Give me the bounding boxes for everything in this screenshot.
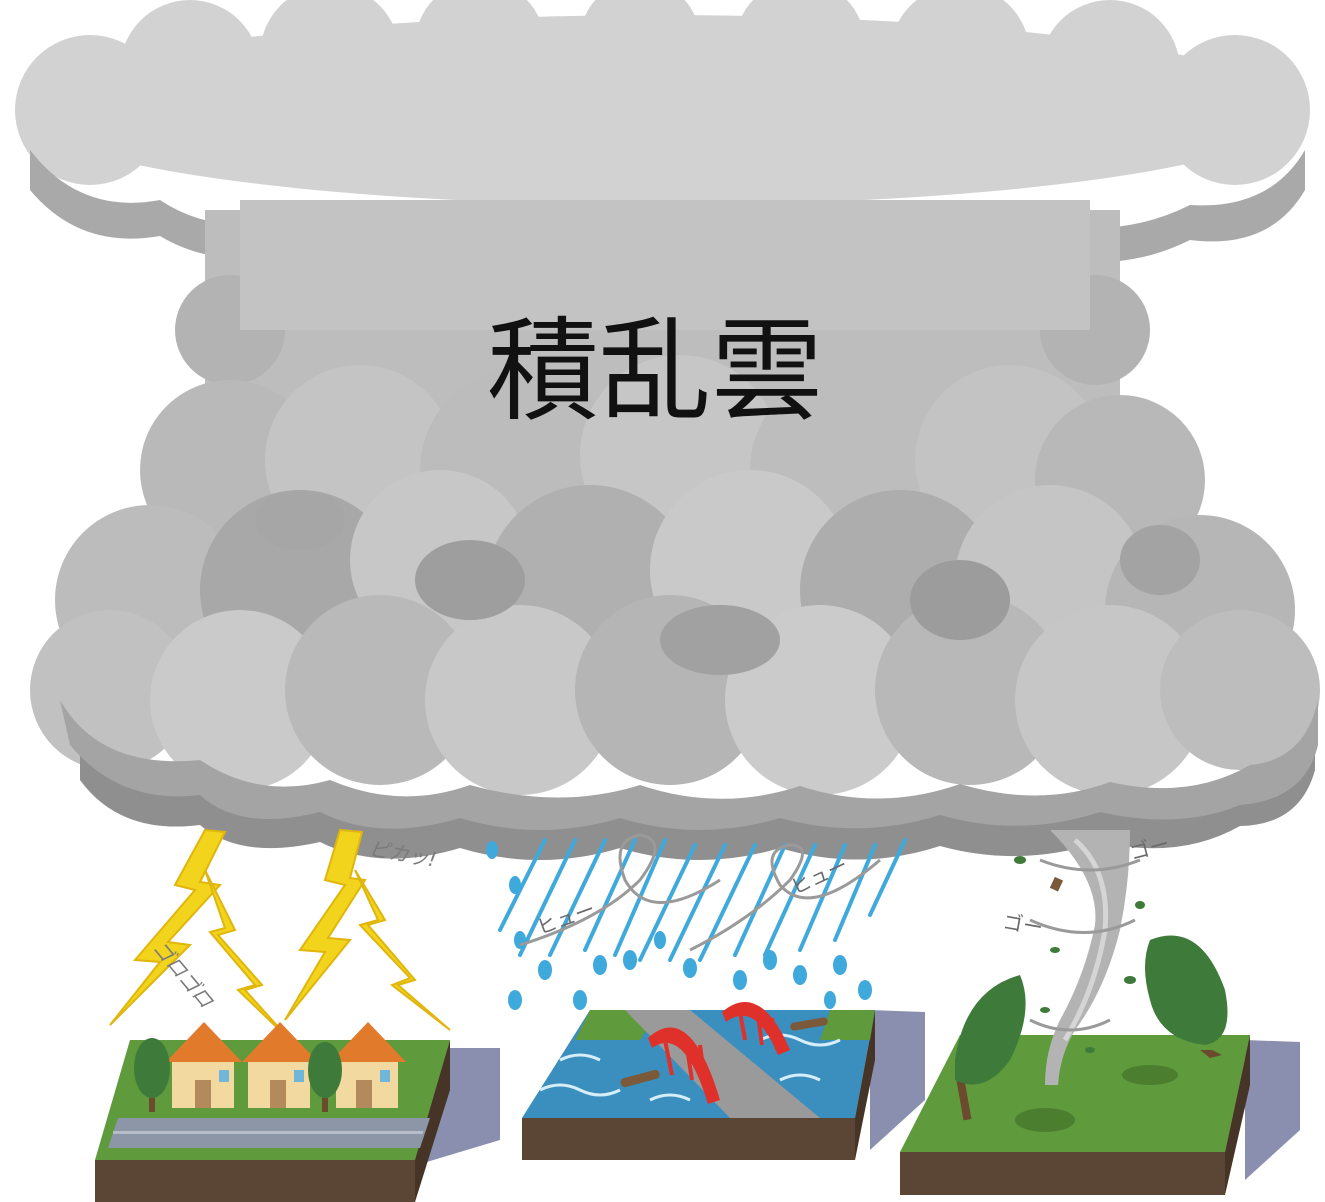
lightning-bolt-icon	[284, 828, 451, 1031]
house-icon	[242, 1022, 318, 1108]
bridge-icon	[648, 1027, 720, 1104]
cumulonimbus-cloud-icon	[15, 0, 1320, 860]
bridge-icon	[722, 1001, 790, 1055]
rain-drop-icon	[486, 841, 872, 1010]
rain-panel: ヒュー ヒュー	[486, 833, 925, 1160]
tornado-sfx-2: ゴー	[1001, 909, 1045, 940]
tornado-panel: ゴー ゴー	[900, 830, 1300, 1195]
cloud-body	[30, 355, 1320, 795]
wind-sfx-2: ヒュー	[787, 852, 852, 899]
cloud-title: 積乱雲	[487, 307, 823, 437]
tree-icon	[1145, 935, 1228, 1058]
house-icon	[330, 1022, 406, 1108]
cloud-anvil	[15, 0, 1310, 276]
wind-gust-icon	[519, 833, 881, 952]
lightning-panel: ゴロゴロ ピカッ!	[95, 828, 500, 1202]
rain-streaks	[498, 838, 907, 962]
tree-icon	[134, 1038, 170, 1112]
tornado-icon	[1029, 830, 1141, 1085]
house-icon	[166, 1022, 242, 1108]
tree-icon	[955, 975, 1026, 1121]
tree-icon	[308, 1042, 342, 1112]
cloud-base	[60, 700, 1318, 860]
